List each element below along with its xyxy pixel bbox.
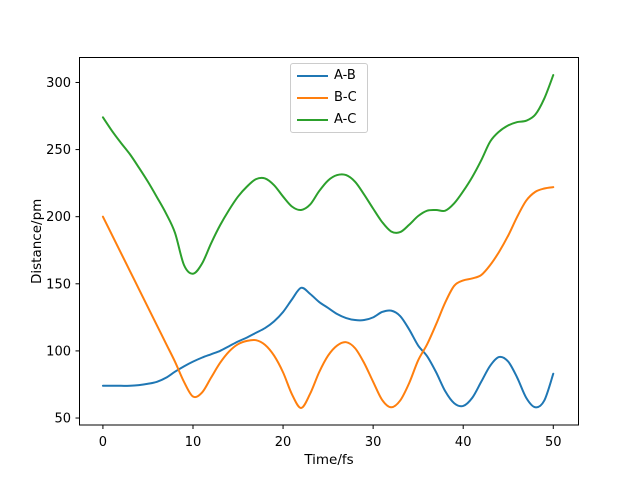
y-tick-label: 300 <box>46 76 71 91</box>
legend-label: B-C <box>334 90 357 105</box>
legend-line-sample-bc <box>297 97 328 99</box>
legend-line-sample-ac <box>297 119 328 121</box>
y-tick-label: 50 <box>54 412 71 427</box>
curve-a-b <box>101 286 555 409</box>
x-tick-label: 50 <box>545 435 562 450</box>
y-tick-label: 100 <box>46 344 71 359</box>
x-tick-label: 10 <box>185 435 202 450</box>
legend-line-sample-ab <box>297 75 328 77</box>
legend-item: B-C <box>297 87 367 109</box>
plot-frame <box>79 57 579 426</box>
legend-item: A-C <box>297 109 367 131</box>
x-tick-label: 20 <box>275 435 292 450</box>
y-tick-label: 200 <box>46 210 71 225</box>
y-tick-label: 150 <box>46 277 71 292</box>
legend-label: A-C <box>334 112 357 127</box>
x-tick-label: 40 <box>455 435 472 450</box>
curve-a-c <box>101 74 555 275</box>
legend: A-B B-C A-C <box>290 63 368 133</box>
x-tick-label: 0 <box>99 435 107 450</box>
curve-b-c <box>101 186 555 409</box>
legend-label: A-B <box>334 68 356 83</box>
x-tick-label: 30 <box>365 435 382 450</box>
x-axis-label: Time/fs <box>304 452 354 468</box>
y-axis-label: Distance/pm <box>29 198 45 284</box>
legend-item: A-B <box>297 65 367 87</box>
y-tick-label: 250 <box>46 143 71 158</box>
